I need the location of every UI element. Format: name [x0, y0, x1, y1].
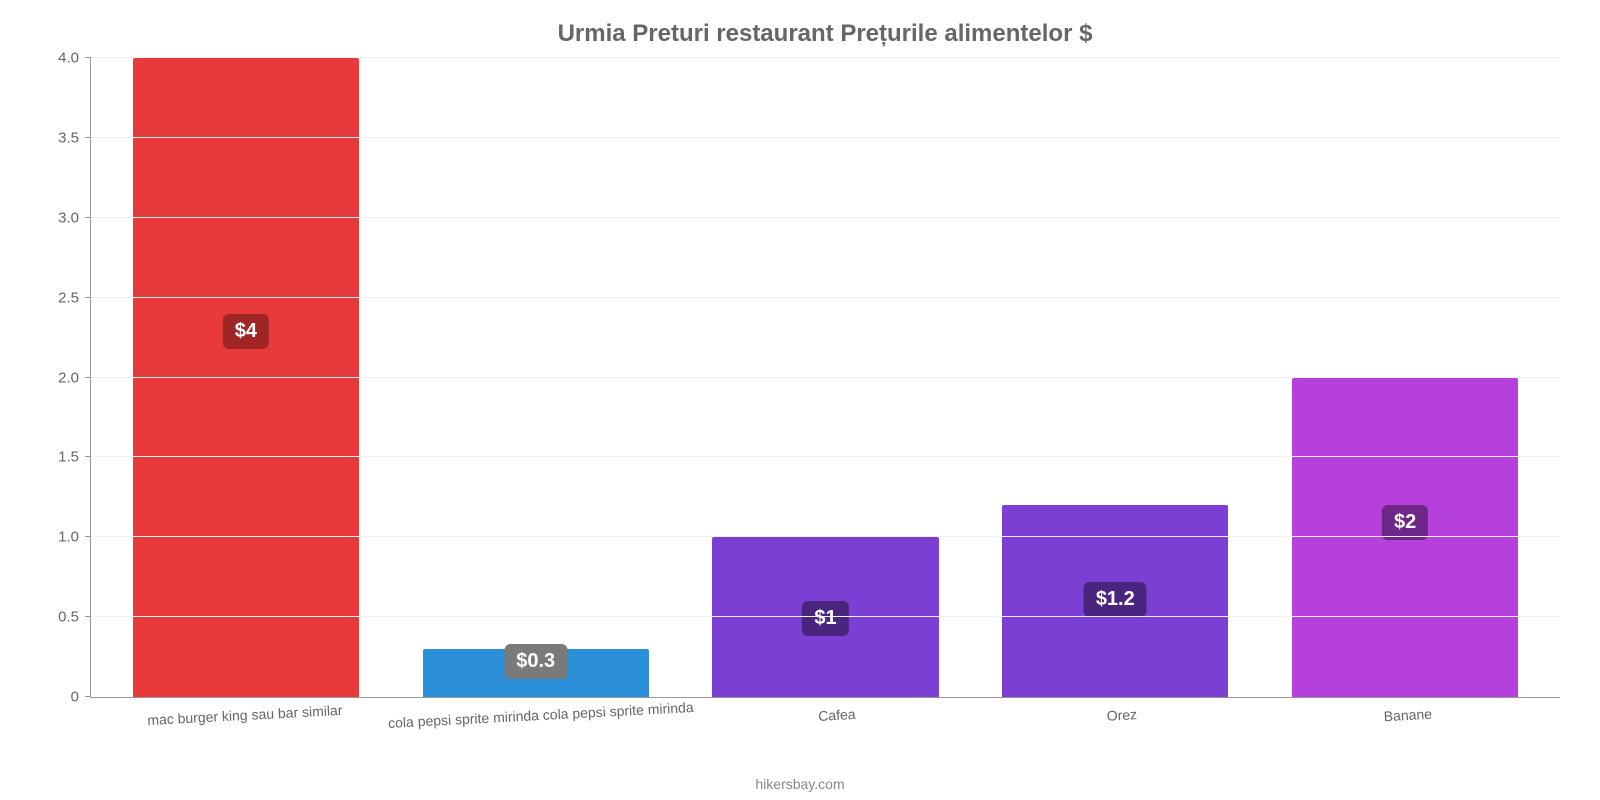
chart-container: Urmia Preturi restaurant Prețurile alime… — [0, 0, 1600, 800]
ytick-label: 4.0 — [58, 50, 79, 67]
ytick-mark — [85, 57, 91, 58]
credit-text: hikersbay.com — [755, 776, 844, 792]
bar: $2 — [1292, 378, 1518, 698]
ytick-label: 2.0 — [58, 369, 79, 386]
ytick-mark — [85, 137, 91, 138]
value-label: $1.2 — [1084, 582, 1147, 617]
gridline — [91, 217, 1560, 218]
chart-title: Urmia Preturi restaurant Prețurile alime… — [90, 20, 1560, 48]
gridline — [91, 456, 1560, 457]
ytick-mark — [85, 377, 91, 378]
bar-slot: $4 — [101, 58, 391, 697]
gridline — [91, 57, 1560, 58]
value-label: $1 — [802, 601, 848, 636]
ytick-label: 0.5 — [58, 609, 79, 626]
ytick-mark — [85, 696, 91, 697]
ytick-label: 3.0 — [58, 209, 79, 226]
bar: $1 — [712, 537, 938, 697]
plot-area: $4$0.3$1$1.2$2 mac burger king sau bar s… — [90, 58, 1560, 698]
ytick-label: 3.5 — [58, 129, 79, 146]
gridline — [91, 297, 1560, 298]
ytick-label: 0 — [71, 689, 79, 706]
ytick-mark — [85, 456, 91, 457]
bar-slot: $1.2 — [970, 58, 1260, 697]
gridline — [91, 377, 1560, 378]
bar: $4 — [133, 58, 359, 697]
bar: $0.3 — [423, 649, 649, 697]
x-labels-group: mac burger king sau bar similarcola peps… — [91, 697, 1560, 723]
bar-slot: $1 — [681, 58, 971, 697]
ytick-mark — [85, 536, 91, 537]
ytick-mark — [85, 297, 91, 298]
gridline — [91, 536, 1560, 537]
gridline — [91, 616, 1560, 617]
bars-group: $4 $0.3 $1 $1.2 $2 — [91, 58, 1560, 697]
value-label: $2 — [1382, 505, 1428, 540]
value-label: $0.3 — [504, 644, 567, 679]
bar-slot: $2 — [1260, 58, 1550, 697]
ytick-label: 1.5 — [58, 449, 79, 466]
bar: $1.2 — [1002, 505, 1228, 697]
gridline — [91, 137, 1560, 138]
ytick-mark — [85, 217, 91, 218]
ytick-label: 1.0 — [58, 529, 79, 546]
value-label: $4 — [223, 314, 269, 349]
ytick-mark — [85, 616, 91, 617]
bar-slot: $0.3 — [391, 58, 681, 697]
ytick-label: 2.5 — [58, 289, 79, 306]
